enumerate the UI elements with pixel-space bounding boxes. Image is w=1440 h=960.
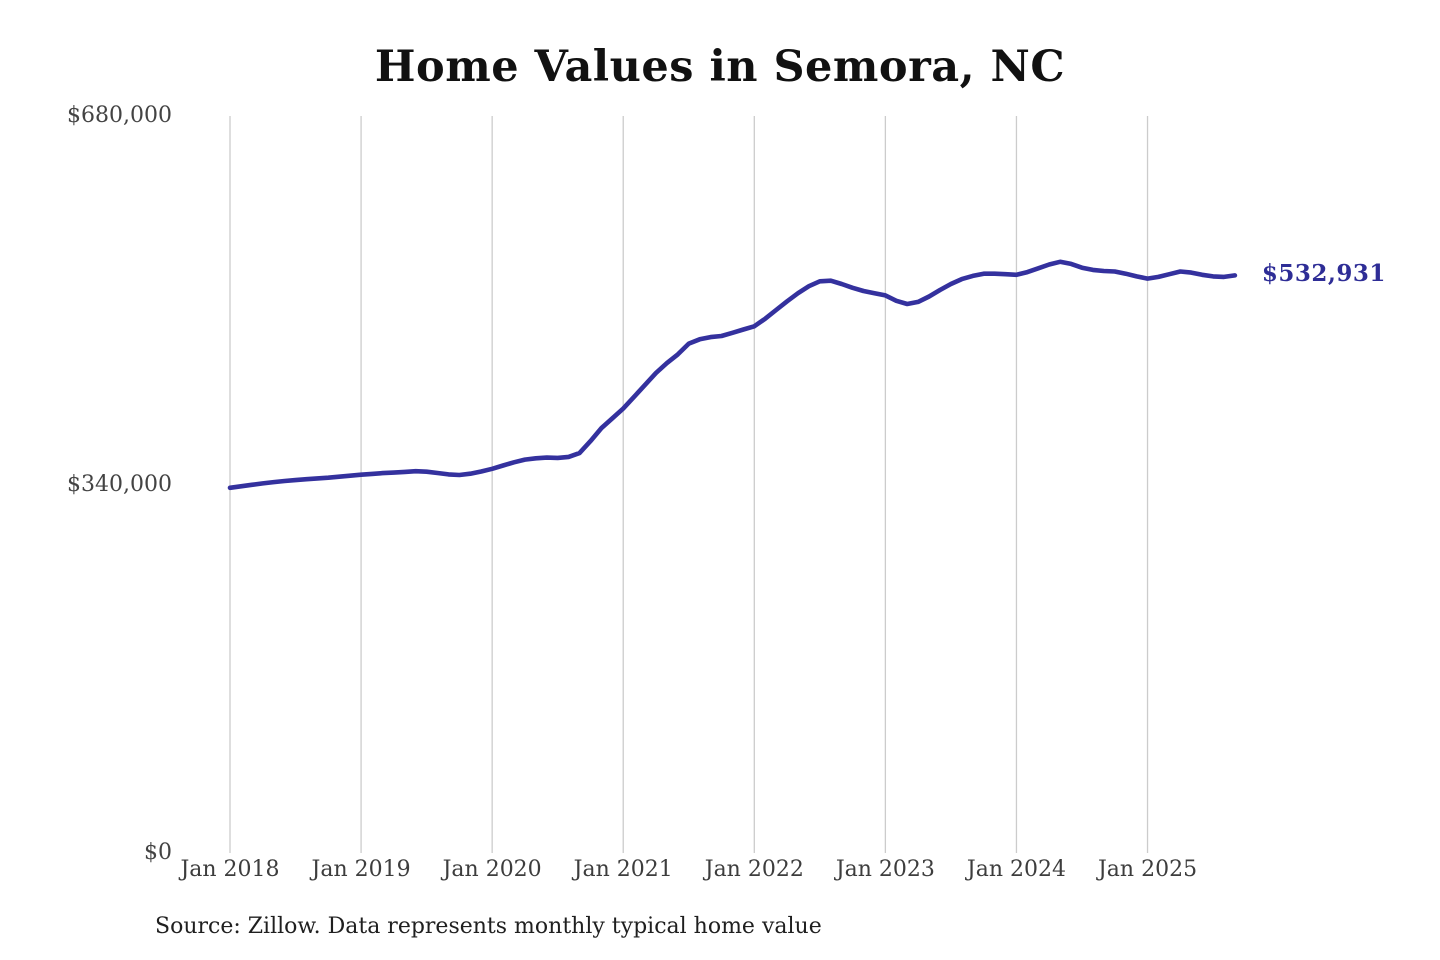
x-tick-label: Jan 2023 (835, 857, 935, 882)
source-note: Source: Zillow. Data represents monthly … (155, 914, 822, 939)
x-tick-label: Jan 2025 (1097, 857, 1198, 882)
x-tick-label: Jan 2020 (442, 857, 542, 882)
x-tick-label: Jan 2021 (573, 857, 673, 882)
x-tick-label: Jan 2018 (180, 857, 280, 882)
end-value-label: $532,931 (1261, 260, 1386, 288)
y-tick-label: $340,000 (67, 471, 172, 497)
chart-title: Home Values in Semora, NC (374, 42, 1066, 92)
x-tick-label: Jan 2024 (966, 857, 1066, 882)
y-tick-label: $0 (144, 840, 172, 865)
x-tick-label: Jan 2019 (311, 857, 411, 882)
x-tick-label: Jan 2022 (704, 857, 804, 882)
y-tick-label: $680,000 (67, 103, 172, 128)
price-line (227, 259, 1238, 491)
